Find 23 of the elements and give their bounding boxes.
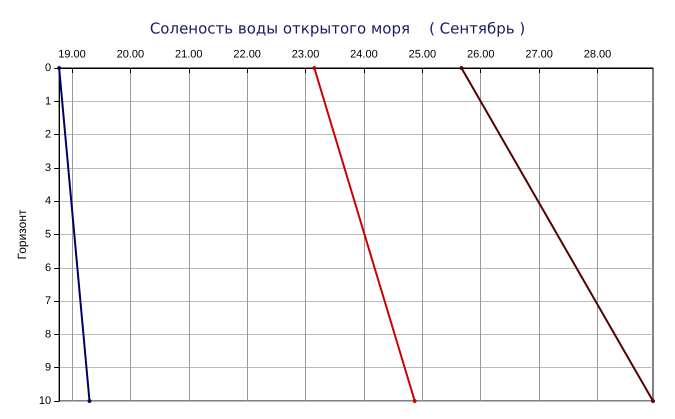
y-axis-title: Горизонт xyxy=(15,209,29,260)
y-tick-label: 4 xyxy=(45,195,52,208)
y-tick-label: 1 xyxy=(45,95,52,108)
y-tick-label: 8 xyxy=(45,328,52,340)
y-tick-label: 2 xyxy=(45,128,52,141)
chart-title: Соленость воды открытого моря ( Сентябрь ) xyxy=(150,20,526,38)
y-tick-label: 3 xyxy=(45,162,52,174)
x-tick-label: 24.00 xyxy=(350,48,378,60)
x-tick-label: 22.00 xyxy=(233,48,261,60)
y-tick-label: 5 xyxy=(45,228,52,240)
x-tick-label: 28.00 xyxy=(584,48,612,60)
x-tick-label: 27.00 xyxy=(525,48,553,60)
x-tick-label: 25.00 xyxy=(408,48,436,60)
x-tick-label: 23.00 xyxy=(292,48,320,60)
x-tick-label: 26.00 xyxy=(466,48,495,60)
y-tick-label: 0 xyxy=(45,62,52,74)
y-tick-label: 7 xyxy=(45,295,52,308)
x-tick-label: 20.00 xyxy=(116,48,144,60)
x-tick-label: 19.00 xyxy=(58,48,86,60)
x-tick-label: 21.00 xyxy=(175,48,203,60)
y-tick-label: 9 xyxy=(45,362,52,374)
y-tick-label: 6 xyxy=(45,262,52,274)
y-tick-label: 10 xyxy=(38,395,52,407)
